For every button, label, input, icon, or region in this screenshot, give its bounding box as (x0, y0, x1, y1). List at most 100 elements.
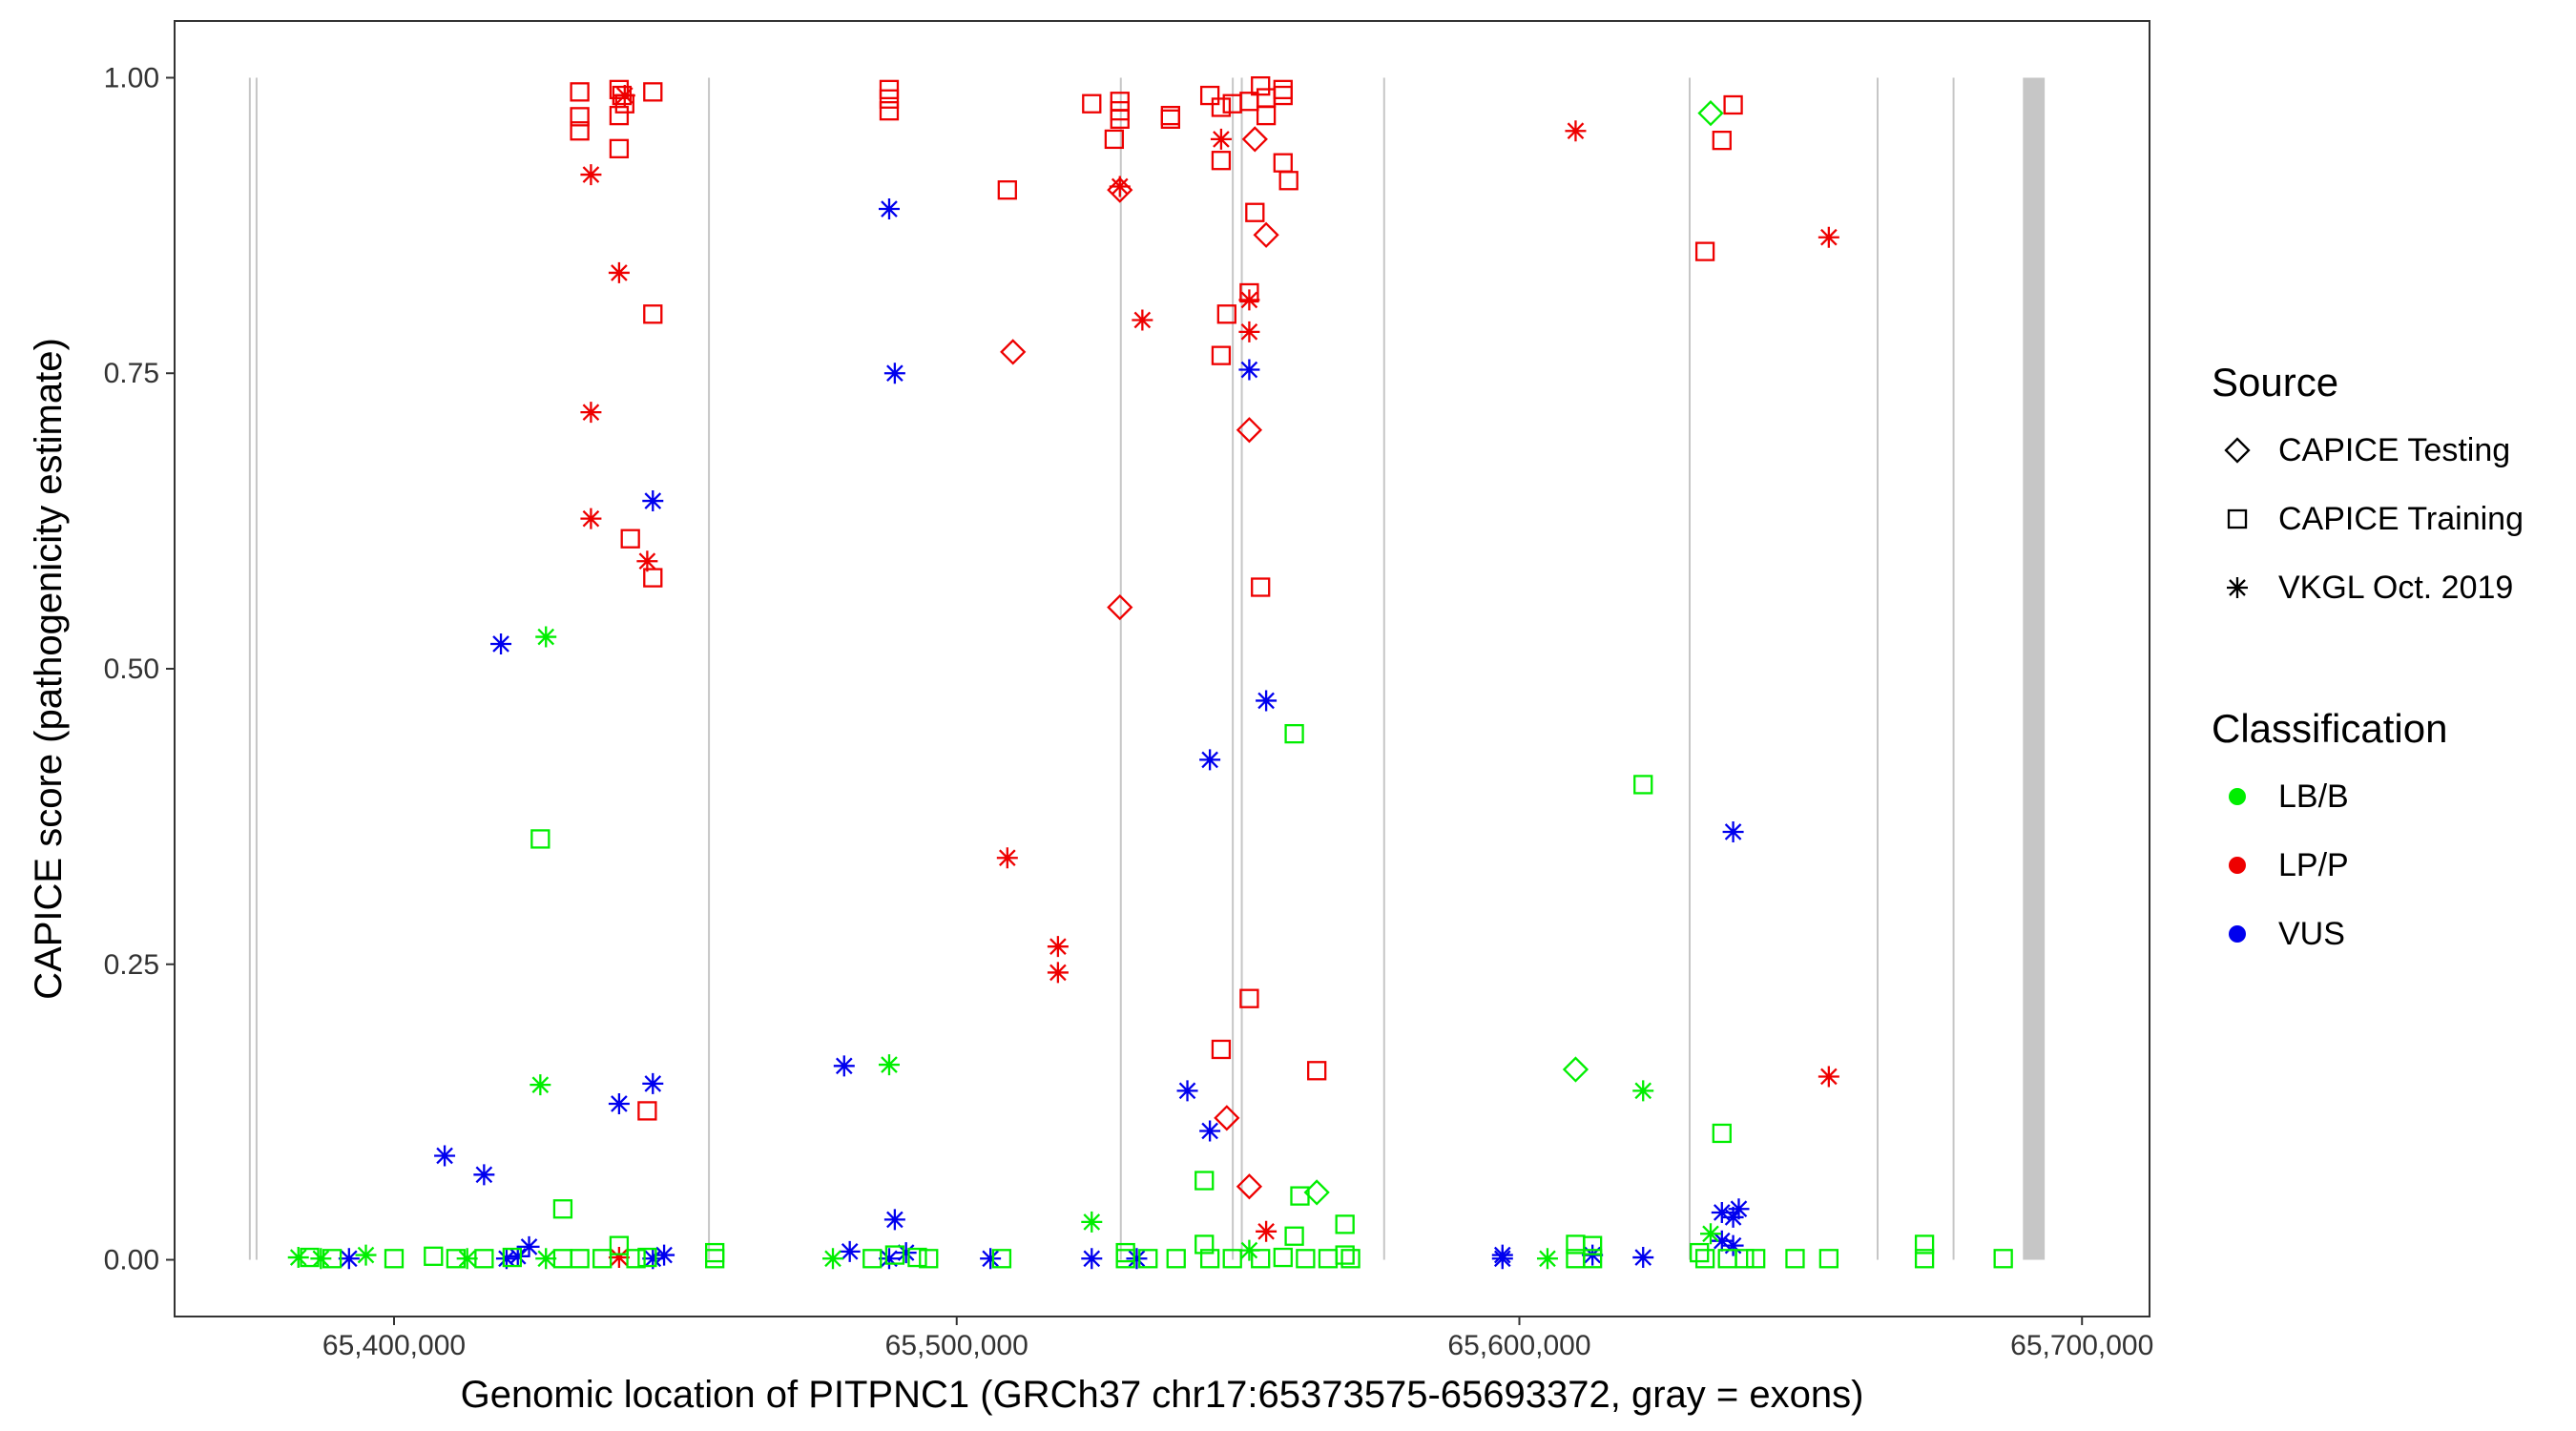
data-point-shape (1583, 1235, 1603, 1255)
legend-class-title: Classification (2212, 706, 2447, 751)
data-point-shape (1723, 94, 1743, 115)
data-point (613, 85, 635, 107)
legend-source-key (2224, 437, 2251, 464)
data-point (1115, 1249, 1135, 1269)
data-point-shape (530, 1074, 551, 1096)
data-point-shape (1000, 339, 1027, 365)
data-point (1273, 1247, 1293, 1268)
legend-source-title: Source (2212, 360, 2338, 404)
data-point-shape (1251, 75, 1271, 96)
data-point-shape (1211, 151, 1232, 171)
data-point-shape (1236, 417, 1263, 444)
data-point-shape (1238, 321, 1260, 342)
data-point (1340, 1249, 1361, 1269)
data-point (1307, 1061, 1327, 1081)
data-point-shape (637, 1247, 657, 1268)
data-point (919, 1249, 939, 1269)
data-point-shape (1278, 171, 1298, 191)
data-point-shape (570, 107, 590, 127)
data-point (654, 1244, 675, 1266)
y-tick-label: 1.00 (104, 62, 159, 93)
data-point (384, 1249, 405, 1269)
data-point-shape (1728, 1198, 1750, 1220)
data-point-shape (535, 626, 557, 648)
data-point (310, 1248, 332, 1270)
data-point-shape (1239, 988, 1259, 1008)
data-point (1711, 1201, 1733, 1223)
exon-bands (248, 77, 2046, 1260)
legend-source-label: CAPICE Training (2278, 501, 2524, 537)
exon-band (1952, 77, 1955, 1260)
exon-band (1240, 77, 1243, 1260)
data-point-shape (1110, 109, 1130, 129)
data-point (1284, 723, 1304, 744)
x-axis: 65,400,000 65,500,000 65,600,000 65,700,000 (322, 1317, 2153, 1361)
data-point (1914, 1234, 1935, 1255)
data-point-shape (1785, 1249, 1805, 1269)
data-point-shape (322, 1249, 343, 1269)
data-point (626, 1249, 646, 1269)
data-point-shape (592, 1249, 613, 1269)
data-point-shape (1697, 100, 1724, 127)
data-point-shape (490, 633, 512, 654)
data-point-shape (310, 1248, 332, 1270)
data-point (1278, 171, 1298, 191)
data-point-shape (1256, 690, 1278, 712)
data-point (322, 1249, 343, 1269)
data-point-shape (642, 1248, 664, 1270)
data-point (991, 1249, 1012, 1269)
data-point (996, 847, 1018, 869)
data-point-shape (991, 1249, 1012, 1269)
data-point (895, 1242, 917, 1264)
data-point (1562, 1056, 1589, 1083)
data-point (474, 1249, 494, 1269)
data-point-shape (642, 1072, 664, 1094)
data-point (355, 1244, 377, 1266)
data-point-shape (580, 508, 602, 529)
data-point-shape (1081, 1211, 1103, 1233)
data-point (1195, 1234, 1215, 1255)
data-point (1239, 988, 1259, 1008)
data-point (530, 829, 551, 849)
data-point (1211, 345, 1232, 365)
exon-band (708, 77, 711, 1260)
data-point (620, 529, 640, 549)
data-point-shape (883, 1209, 905, 1231)
data-point-shape (1273, 1247, 1293, 1268)
data-point-shape (502, 1247, 522, 1268)
data-point-shape (996, 847, 1018, 869)
data-point-shape (1251, 1249, 1271, 1269)
data-point-shape (1562, 1056, 1589, 1083)
data-point (1583, 1249, 1603, 1269)
data-point (980, 1248, 1002, 1270)
data-point-shape (1284, 1226, 1304, 1246)
data-point-shape (1211, 1039, 1232, 1060)
data-point (1000, 339, 1027, 365)
data-point-shape (1109, 176, 1131, 197)
data-point-shape (1307, 1061, 1327, 1081)
data-points (287, 75, 2013, 1270)
data-point-shape (1199, 85, 1220, 106)
data-point-shape (1195, 1171, 1215, 1191)
legend-class-key (2229, 925, 2246, 943)
data-point-shape (839, 1240, 861, 1262)
data-point (878, 1248, 900, 1270)
data-point (1785, 1249, 1805, 1269)
data-point-shape (1251, 577, 1271, 597)
exon-band (1382, 77, 1385, 1260)
data-point (642, 1072, 664, 1094)
data-point-shape (1632, 1247, 1654, 1269)
data-point (608, 1247, 630, 1269)
data-point (1993, 1249, 2013, 1269)
data-point (1722, 1234, 1744, 1256)
data-point (1166, 1249, 1186, 1269)
data-point (1251, 577, 1271, 597)
y-axis-title: CAPICE score (pathogenicity estimate) (28, 338, 70, 1000)
data-point (884, 1245, 905, 1265)
y-tick-label: 0.50 (104, 653, 159, 685)
legend-source-key (2227, 508, 2248, 529)
data-point (1236, 1173, 1263, 1200)
data-point (705, 1249, 725, 1269)
legend-source-key-shape (2227, 508, 2248, 529)
data-point-shape (552, 1199, 573, 1219)
